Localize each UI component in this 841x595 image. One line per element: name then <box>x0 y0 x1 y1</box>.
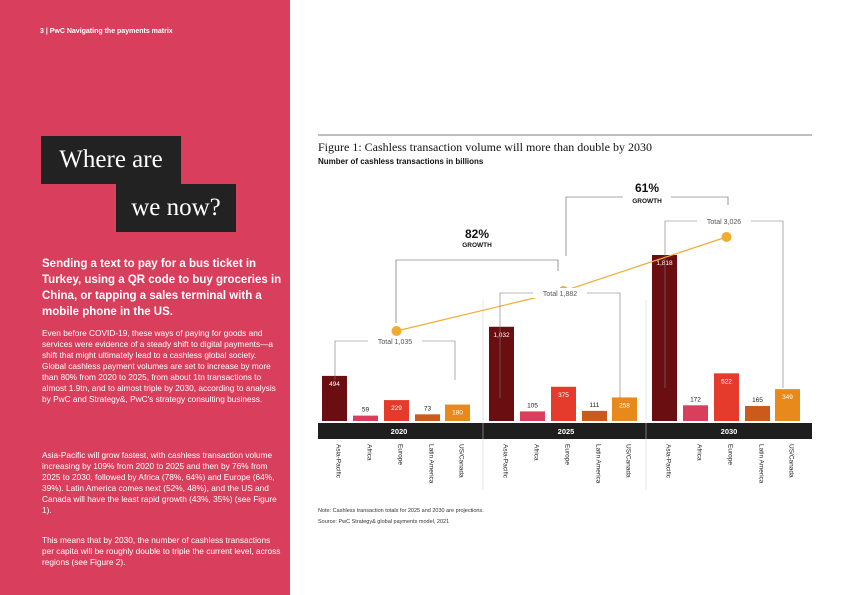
category-label-2020-0: Asia-Pacific <box>335 444 342 479</box>
year-axis-strip <box>318 423 812 439</box>
bar-2020-2 <box>384 400 409 421</box>
category-label-2020-3: Latin America <box>428 444 435 484</box>
bar-value-2030-2: 522 <box>721 378 732 385</box>
bar-2030-4 <box>775 389 800 421</box>
bar-value-2020-1: 59 <box>362 407 370 414</box>
chart-note: Note: Cashless transaction totals for 20… <box>318 508 484 514</box>
chart-source: Source: PwC Strategy& global payments mo… <box>318 519 449 525</box>
total-label-2: Total 3,026 <box>707 219 741 226</box>
bar-2030-3 <box>745 405 770 421</box>
bar-2030-2 <box>714 373 739 421</box>
category-label-2020-1: Africa <box>366 444 373 461</box>
bar-value-2020-2: 229 <box>391 405 402 412</box>
bar-value-2030-3: 165 <box>752 397 763 404</box>
page-header: 3 | PwC Navigating the payments matrix <box>40 28 173 35</box>
bar-2020-3 <box>415 414 440 421</box>
bar-value-2025-1: 105 <box>527 402 538 409</box>
growth-percent-1: 61% <box>635 181 659 195</box>
bar-2025-3 <box>582 410 607 421</box>
growth-bracket-0 <box>395 259 559 323</box>
category-label-2030-0: Asia-Pacific <box>665 444 672 479</box>
headline-line-1: Where are <box>41 136 181 184</box>
bar-value-2030-1: 172 <box>690 396 701 403</box>
bar-value-2030-4: 349 <box>782 394 793 401</box>
bar-2025-1 <box>520 411 545 421</box>
category-label-2025-2: Europe <box>564 444 571 465</box>
total-label-bg-0 <box>368 336 422 346</box>
category-label-2025-1: Africa <box>533 444 540 461</box>
category-label-2020-4: US/Canada <box>458 444 465 478</box>
total-label-1: Total 1,882 <box>543 291 577 298</box>
category-label-2025-4: US/Canada <box>625 444 632 478</box>
total-bracket-1 <box>499 292 621 398</box>
bar-value-2030-0: 1,818 <box>656 260 673 267</box>
growth-percent-0: 82% <box>465 227 489 241</box>
bar-value-2025-0: 1,032 <box>493 332 510 339</box>
category-label-2030-1: Africa <box>696 444 703 461</box>
total-point-2 <box>721 232 732 242</box>
total-label-bg-2 <box>697 216 751 226</box>
bar-2025-0 <box>489 326 514 421</box>
category-label-2020-2: Europe <box>397 444 404 465</box>
year-label-2020: 2020 <box>391 427 408 436</box>
total-bracket-0 <box>334 340 456 380</box>
bar-value-2025-4: 258 <box>619 402 630 409</box>
bar-2030-1 <box>683 405 708 421</box>
category-label-2030-3: Latin America <box>758 444 765 484</box>
category-label-2030-2: Europe <box>727 444 734 465</box>
growth-label-bg-0 <box>453 226 501 250</box>
chart-subtitle: Number of cashless transactions in billi… <box>318 157 484 166</box>
growth-word-1: GROWTH <box>632 198 662 205</box>
total-point-0 <box>391 326 402 336</box>
growth-word-0: GROWTH <box>462 242 492 249</box>
bar-2020-1 <box>353 415 378 421</box>
bar-value-2025-3: 111 <box>590 402 600 409</box>
bar-value-2020-4: 180 <box>452 410 463 417</box>
left-panel <box>0 0 290 595</box>
body-paragraph-3: This means that by 2030, the number of c… <box>42 535 281 567</box>
bar-value-2020-0: 494 <box>329 381 340 388</box>
bar-2025-4 <box>612 397 637 421</box>
bar-2020-0 <box>322 375 347 421</box>
year-label-2025: 2025 <box>558 427 575 436</box>
total-bracket-2 <box>664 220 784 388</box>
bar-value-2025-2: 375 <box>558 392 569 399</box>
intro-text: Sending a text to pay for a bus ticket i… <box>42 258 282 318</box>
headline-line-2: we now? <box>116 184 236 232</box>
bar-2025-2 <box>551 386 576 421</box>
growth-label-bg-1 <box>623 180 671 206</box>
bar-value-2020-3: 73 <box>424 405 432 412</box>
category-label-2025-3: Latin America <box>595 444 602 484</box>
year-label-2030: 2030 <box>721 427 738 436</box>
bar-2020-4 <box>445 404 470 421</box>
body-paragraph-2: Asia-Pacific will grow fastest, with cas… <box>42 450 277 515</box>
total-label-bg-1 <box>533 288 587 298</box>
category-label-2030-4: US/Canada <box>788 444 795 478</box>
chart-title: Figure 1: Cashless transaction volume wi… <box>318 140 652 154</box>
bar-2030-0 <box>652 255 677 421</box>
total-label-0: Total 1,035 <box>378 339 412 346</box>
body-paragraph-1: Even before COVID-19, these ways of payi… <box>42 328 276 404</box>
category-label-2025-0: Asia-Pacific <box>502 444 509 479</box>
